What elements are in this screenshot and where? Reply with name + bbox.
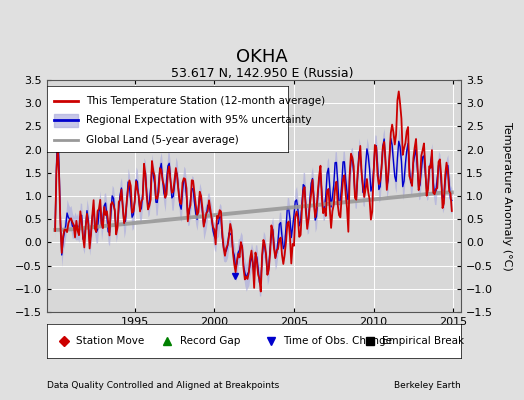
Text: Berkeley Earth: Berkeley Earth — [395, 381, 461, 390]
Y-axis label: Temperature Anomaly (°C): Temperature Anomaly (°C) — [503, 122, 512, 270]
Text: Regional Expectation with 95% uncertainty: Regional Expectation with 95% uncertaint… — [86, 115, 311, 125]
Text: Time of Obs. Change: Time of Obs. Change — [283, 336, 392, 346]
Text: Global Land (5-year average): Global Land (5-year average) — [86, 135, 238, 145]
Text: OKHA: OKHA — [236, 48, 288, 66]
Text: Record Gap: Record Gap — [180, 336, 240, 346]
Text: This Temperature Station (12-month average): This Temperature Station (12-month avera… — [86, 96, 325, 106]
Text: Empirical Break: Empirical Break — [383, 336, 465, 346]
Text: 53.617 N, 142.950 E (Russia): 53.617 N, 142.950 E (Russia) — [171, 67, 353, 80]
Text: Station Move: Station Move — [76, 336, 145, 346]
Text: Data Quality Controlled and Aligned at Breakpoints: Data Quality Controlled and Aligned at B… — [47, 381, 279, 390]
